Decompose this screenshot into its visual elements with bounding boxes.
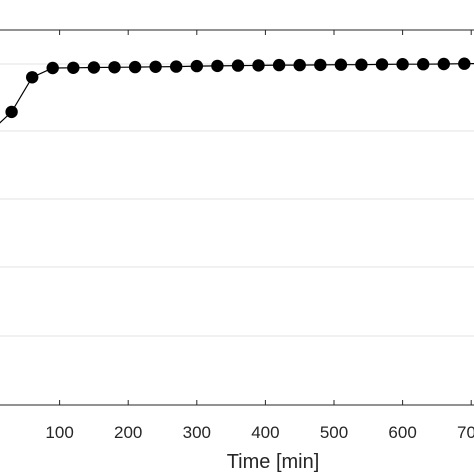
- data-point-16: [314, 58, 327, 72]
- x-tick-label-100: 100: [45, 423, 73, 442]
- x-tick-labels: 0100200300400500600700800: [45, 423, 474, 442]
- data-point-22: [437, 57, 450, 71]
- data-point-11: [211, 59, 224, 73]
- data-point-9: [170, 60, 183, 73]
- axes: [0, 29, 474, 406]
- x-tick-label-300: 300: [183, 423, 211, 442]
- data-point-10: [190, 59, 203, 73]
- data-point-5: [87, 61, 101, 74]
- x-tick-label-600: 600: [388, 423, 416, 442]
- series-layer: [0, 57, 474, 124]
- data-point-6: [108, 61, 121, 74]
- data-point-21: [417, 57, 430, 71]
- data-point-17: [334, 58, 348, 71]
- data-point-7: [128, 60, 142, 74]
- data-point-3: [46, 61, 59, 75]
- data-point-13: [252, 59, 265, 72]
- data-point-2: [26, 71, 39, 84]
- data-point-4: [67, 61, 80, 74]
- x-tick-label-500: 500: [320, 423, 348, 442]
- data-point-8: [149, 60, 162, 73]
- data-point-18: [355, 58, 368, 71]
- grid-lines: [0, 63, 474, 337]
- data-point-23: [458, 57, 471, 70]
- x-tick-label-200: 200: [114, 423, 142, 442]
- data-point-20: [396, 57, 409, 71]
- data-point-12: [231, 59, 245, 72]
- data-point-19: [375, 58, 389, 71]
- x-axis-label: Time [min]: [227, 451, 320, 473]
- data-point-14: [272, 58, 286, 72]
- data-point-1: [5, 105, 18, 119]
- data-point-15: [293, 58, 306, 72]
- series-line-0: [0, 63, 474, 124]
- x-tick-label-400: 400: [251, 423, 279, 442]
- x-tick-label-700: 700: [457, 423, 474, 442]
